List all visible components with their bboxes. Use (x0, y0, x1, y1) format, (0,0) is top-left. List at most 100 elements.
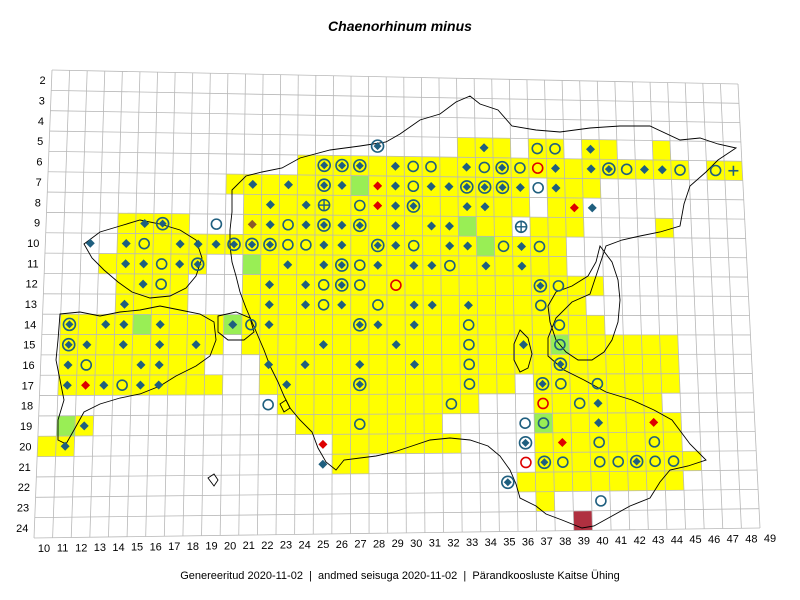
grid-cell (478, 374, 498, 394)
grid-cell (588, 373, 607, 394)
circle-marker (553, 357, 568, 372)
muhu-island (217, 311, 255, 341)
circle-marker (552, 280, 565, 292)
grid-cell (586, 334, 606, 355)
grid-cell (95, 354, 114, 376)
grid-line (38, 411, 755, 417)
column-label: 43 (652, 535, 664, 547)
diamond-marker (586, 144, 596, 154)
grid-line (44, 252, 747, 259)
diamond-marker (373, 201, 383, 211)
column-label: 45 (689, 534, 701, 546)
grid-line (108, 71, 123, 537)
grid-cell (243, 194, 262, 215)
grid-cell (531, 295, 551, 316)
grid-cell (477, 315, 497, 335)
grid-cell (670, 160, 690, 180)
grid-line (294, 75, 299, 535)
footer-separator: | (463, 570, 467, 582)
grid-cell (492, 138, 511, 158)
grid-cell (664, 451, 684, 471)
diamond-marker (373, 320, 383, 330)
circle-marker (334, 278, 349, 292)
circle-marker (531, 142, 544, 155)
grid-cell (350, 275, 369, 295)
grid-cell (259, 374, 278, 395)
footer-separator: | (309, 570, 312, 582)
circle-marker (352, 377, 367, 392)
circle-marker (425, 160, 437, 173)
grid-cell (706, 160, 725, 181)
circle-marker (300, 239, 312, 251)
circle-marker (709, 164, 722, 177)
diamond-marker (587, 203, 597, 213)
grid-cell (225, 174, 244, 195)
diamond-marker (119, 299, 129, 309)
grid-cell (626, 432, 646, 452)
circle-marker (520, 456, 532, 469)
diamond-marker (135, 380, 145, 390)
grid-cell (529, 217, 549, 237)
grid-cell (132, 314, 152, 335)
circle-marker (518, 436, 533, 450)
circle-marker (353, 259, 366, 271)
grid-cell (422, 235, 441, 256)
row-label: 14 (24, 319, 36, 331)
column-label: 18 (187, 541, 199, 553)
grid-line (52, 70, 70, 538)
circle-marker (80, 359, 93, 371)
grid-cell (535, 472, 555, 492)
grid-line (37, 431, 756, 437)
diamond-marker (391, 241, 401, 251)
grid-cell (169, 314, 188, 335)
grid-line (45, 232, 746, 239)
grid-cell (655, 218, 674, 238)
grid-cell (617, 159, 636, 180)
diamond-marker (498, 163, 507, 172)
circle-marker (593, 436, 605, 449)
diamond-marker (136, 360, 146, 370)
grid-cell (350, 255, 369, 276)
grid-cell (424, 413, 443, 434)
grid-line (35, 488, 759, 498)
grid-cell (333, 195, 351, 216)
diamond-marker (81, 380, 91, 390)
column-label: 12 (75, 542, 87, 554)
diamond-marker (118, 340, 128, 350)
grid-line (491, 78, 500, 532)
circle-marker (354, 199, 366, 212)
row-label: 20 (19, 441, 31, 453)
circle-marker (593, 456, 606, 468)
circle-marker (370, 238, 385, 253)
grid-cell (404, 156, 423, 177)
diamond-marker (230, 240, 239, 249)
diamond-marker (355, 360, 365, 370)
grid-cell (459, 334, 479, 355)
grid-cell (441, 334, 460, 355)
grid-cell (314, 274, 333, 295)
grid-cell (242, 254, 261, 275)
diamond-marker (463, 300, 473, 310)
grid-cell (405, 334, 424, 355)
diamond-marker (265, 220, 275, 230)
grid-cell (460, 374, 479, 394)
grid-cell (314, 354, 333, 375)
grid-cell (573, 510, 593, 531)
grid-line (420, 77, 426, 533)
grid-cell (663, 432, 683, 452)
grid-cell (314, 314, 333, 335)
circle-marker (155, 216, 170, 231)
column-label: 44 (671, 534, 683, 546)
diamond-marker (62, 380, 72, 390)
diamond-marker (79, 421, 89, 431)
circle-marker (353, 158, 367, 173)
column-label: 25 (317, 539, 329, 551)
grid-cell (532, 315, 551, 335)
diamond-marker (65, 320, 74, 329)
diamond-marker (82, 340, 92, 350)
column-label: 11 (57, 543, 68, 555)
diamond-marker (462, 162, 472, 172)
grid-lines (33, 69, 761, 539)
diamond-marker (319, 260, 329, 270)
